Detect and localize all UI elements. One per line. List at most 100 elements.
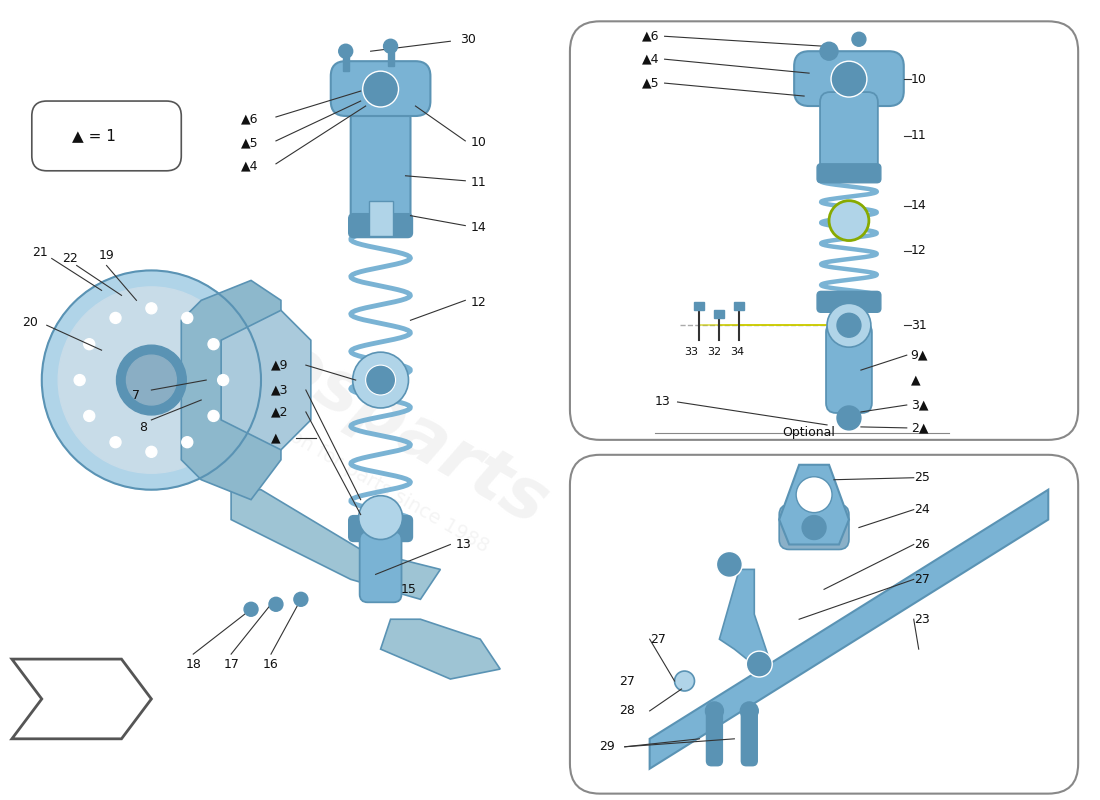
- Text: 22: 22: [62, 252, 77, 265]
- Text: ▲6: ▲6: [241, 113, 258, 126]
- FancyBboxPatch shape: [32, 101, 182, 170]
- Text: 10: 10: [911, 73, 926, 86]
- Text: 12: 12: [911, 244, 926, 257]
- Text: 33: 33: [684, 347, 699, 357]
- Polygon shape: [719, 570, 769, 669]
- Polygon shape: [650, 490, 1048, 769]
- Text: 14: 14: [471, 221, 486, 234]
- Circle shape: [821, 42, 838, 60]
- Text: ▲ = 1: ▲ = 1: [72, 129, 116, 143]
- Circle shape: [716, 551, 742, 578]
- Text: 15: 15: [400, 583, 417, 596]
- Circle shape: [244, 602, 258, 616]
- Text: ▲4: ▲4: [241, 159, 258, 172]
- FancyBboxPatch shape: [351, 106, 410, 226]
- Text: eurosparts: eurosparts: [142, 259, 560, 541]
- Text: 10: 10: [471, 136, 486, 150]
- Circle shape: [851, 32, 866, 46]
- FancyBboxPatch shape: [817, 291, 881, 312]
- Text: 8: 8: [140, 422, 147, 434]
- Text: ▲4: ▲4: [642, 53, 660, 66]
- Circle shape: [42, 270, 261, 490]
- Text: 32: 32: [707, 347, 722, 357]
- FancyBboxPatch shape: [741, 707, 757, 766]
- Text: 29: 29: [600, 740, 615, 754]
- Circle shape: [802, 515, 826, 539]
- Circle shape: [117, 345, 186, 415]
- FancyBboxPatch shape: [706, 707, 723, 766]
- FancyBboxPatch shape: [349, 214, 412, 238]
- Circle shape: [218, 374, 229, 386]
- Text: 26: 26: [914, 538, 929, 551]
- Polygon shape: [779, 465, 849, 545]
- Circle shape: [827, 303, 871, 347]
- Circle shape: [110, 437, 121, 448]
- Text: 28: 28: [619, 705, 635, 718]
- Text: 19: 19: [99, 249, 114, 262]
- Text: 17: 17: [223, 658, 239, 670]
- Text: 13: 13: [654, 395, 670, 409]
- Text: 3▲: 3▲: [911, 398, 928, 411]
- Text: 27: 27: [619, 674, 635, 687]
- Text: 34: 34: [730, 347, 745, 357]
- Circle shape: [674, 671, 694, 691]
- Text: ▲5: ▲5: [241, 136, 258, 150]
- Text: 9▲: 9▲: [911, 349, 928, 362]
- Text: ▲5: ▲5: [642, 77, 660, 90]
- FancyBboxPatch shape: [570, 455, 1078, 794]
- FancyBboxPatch shape: [794, 51, 904, 106]
- Polygon shape: [231, 490, 440, 599]
- Polygon shape: [221, 310, 311, 450]
- Circle shape: [837, 406, 861, 430]
- FancyBboxPatch shape: [817, 164, 881, 182]
- Text: 27: 27: [914, 573, 929, 586]
- Text: ▲: ▲: [271, 431, 281, 444]
- Text: 23: 23: [914, 613, 929, 626]
- Bar: [735, 302, 745, 310]
- Text: ▲3: ▲3: [271, 383, 288, 397]
- Text: 7: 7: [132, 389, 141, 402]
- FancyBboxPatch shape: [821, 92, 878, 174]
- Text: ▲: ▲: [911, 374, 921, 386]
- Text: 14: 14: [911, 199, 926, 212]
- Text: 21: 21: [32, 246, 47, 259]
- Text: ▲6: ▲6: [642, 30, 660, 42]
- Circle shape: [126, 355, 176, 405]
- FancyBboxPatch shape: [826, 322, 872, 413]
- Text: 11: 11: [911, 130, 926, 142]
- Circle shape: [74, 374, 85, 386]
- Text: ▲2: ▲2: [271, 406, 288, 418]
- Polygon shape: [182, 281, 280, 500]
- Polygon shape: [368, 201, 393, 235]
- Text: ▲9: ▲9: [271, 358, 288, 372]
- Text: 30: 30: [460, 33, 476, 46]
- Circle shape: [363, 71, 398, 107]
- Polygon shape: [381, 619, 500, 679]
- FancyBboxPatch shape: [570, 22, 1078, 440]
- Circle shape: [84, 410, 95, 422]
- FancyBboxPatch shape: [331, 61, 430, 116]
- Circle shape: [146, 303, 157, 314]
- Text: 24: 24: [914, 503, 929, 516]
- Bar: [387, 44, 394, 66]
- FancyBboxPatch shape: [360, 531, 401, 602]
- Text: 25: 25: [914, 471, 929, 484]
- Bar: [694, 302, 704, 310]
- Circle shape: [208, 338, 219, 350]
- Text: the passion for parts since 1988: the passion for parts since 1988: [210, 383, 492, 557]
- Circle shape: [359, 496, 403, 539]
- Circle shape: [84, 338, 95, 350]
- Text: 16: 16: [263, 658, 278, 670]
- FancyBboxPatch shape: [349, 515, 412, 542]
- Circle shape: [146, 446, 157, 458]
- Polygon shape: [12, 659, 152, 739]
- Circle shape: [837, 314, 861, 338]
- Circle shape: [208, 410, 219, 422]
- Circle shape: [182, 437, 192, 448]
- Circle shape: [365, 365, 396, 395]
- Circle shape: [746, 651, 772, 677]
- Circle shape: [294, 592, 308, 606]
- Circle shape: [740, 702, 758, 720]
- Text: 2▲: 2▲: [911, 422, 928, 434]
- Circle shape: [182, 313, 192, 323]
